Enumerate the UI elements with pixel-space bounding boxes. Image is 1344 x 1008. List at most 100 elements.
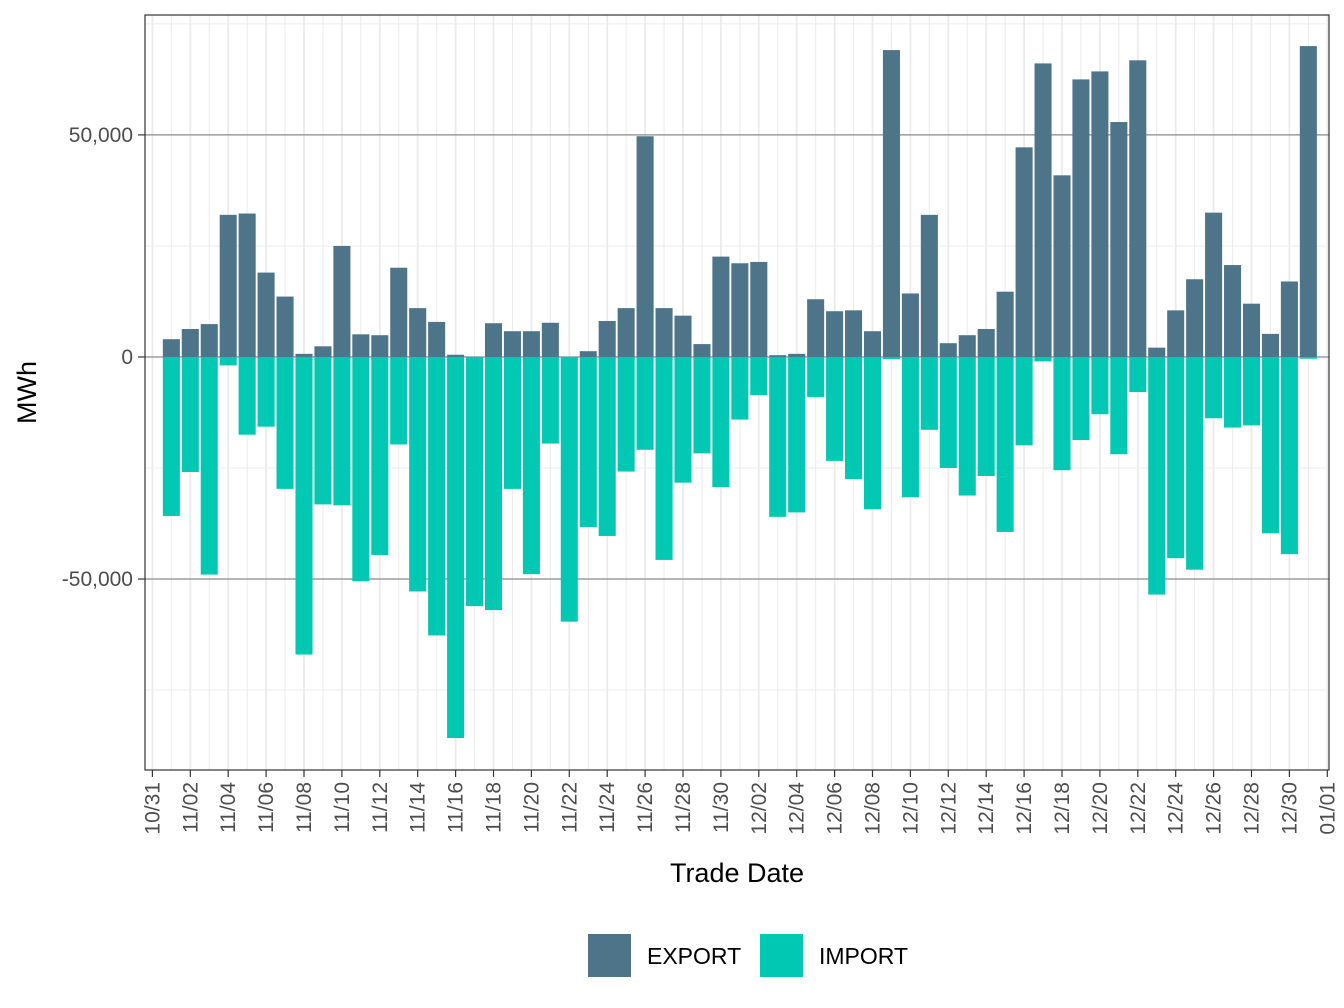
x-tick-label: 12/08 <box>862 782 885 835</box>
bar-export <box>712 256 730 357</box>
x-tick-label: 12/04 <box>786 782 809 835</box>
bar-export <box>541 322 559 357</box>
bar-export <box>314 346 332 357</box>
bar-import <box>522 356 540 575</box>
bar-export <box>1072 79 1090 357</box>
series-export <box>162 46 1317 358</box>
x-axis-title: Trade Date <box>670 858 804 888</box>
x-tick-label: 12/02 <box>748 782 771 835</box>
bar-import <box>1205 356 1223 419</box>
x-tick-label: 11/08 <box>293 782 316 833</box>
bar-export <box>295 353 313 357</box>
bar-export <box>1110 122 1128 357</box>
bar-import <box>484 356 503 611</box>
bar-import <box>200 356 218 575</box>
bar-import <box>162 356 180 516</box>
y-axis-title: MWh <box>12 361 42 424</box>
bar-import <box>428 356 446 636</box>
bar-export <box>769 355 787 357</box>
bar-import <box>371 356 389 556</box>
x-tick-label: 10/31 <box>141 782 164 835</box>
bar-export <box>807 299 825 357</box>
bar-export <box>1186 279 1204 357</box>
bar-export <box>162 339 180 357</box>
bar-import <box>655 356 673 560</box>
x-tick-label: 11/22 <box>558 782 581 833</box>
x-tick-label: 12/22 <box>1127 782 1150 835</box>
y-tick-label: -50,000 <box>62 568 133 591</box>
bar-import <box>996 356 1014 532</box>
x-tick-label: 11/26 <box>634 782 657 833</box>
bar-series <box>162 46 1317 739</box>
bar-export <box>428 321 446 357</box>
bar-import <box>712 356 730 488</box>
legend-swatch-import <box>760 934 803 977</box>
bar-export <box>1015 147 1033 357</box>
x-tick-label: 11/04 <box>217 782 240 833</box>
x-tick-label: 11/16 <box>445 782 468 833</box>
bar-export <box>977 328 995 357</box>
bar-import <box>901 356 919 498</box>
x-tick-label: 11/30 <box>710 782 733 833</box>
bar-import <box>333 356 351 506</box>
bar-export <box>788 353 806 357</box>
bar-export <box>617 308 635 357</box>
bar-import <box>845 356 863 480</box>
x-tick-label: 11/28 <box>672 782 695 833</box>
bar-export <box>1129 60 1147 357</box>
bar-import <box>731 356 749 420</box>
bar-export <box>371 335 389 357</box>
bar-import <box>1034 356 1052 362</box>
legend-label-import: IMPORT <box>819 943 908 969</box>
bar-import <box>447 356 465 739</box>
bar-export <box>598 320 616 357</box>
bar-export <box>447 354 465 357</box>
bar-import <box>750 356 768 396</box>
bar-export <box>276 296 294 357</box>
bar-export <box>1091 71 1109 357</box>
bar-export <box>1167 310 1185 357</box>
bar-import <box>807 356 825 397</box>
bar-export <box>731 263 749 357</box>
bar-import <box>882 356 900 360</box>
bar-export <box>1053 175 1071 357</box>
bar-export <box>503 331 521 357</box>
bar-import <box>409 356 427 592</box>
x-tick-label: 11/18 <box>483 782 506 833</box>
plot-panel-border <box>144 14 1330 771</box>
bar-export <box>636 136 654 357</box>
x-tick-label: 01/01 <box>1316 782 1339 835</box>
legend-swatch-export <box>588 934 631 977</box>
bar-export <box>655 308 673 357</box>
x-tick-label: 12/30 <box>1278 782 1301 835</box>
bar-import <box>1186 356 1204 570</box>
bar-import <box>636 356 654 450</box>
bar-import <box>314 356 332 505</box>
bar-import <box>579 356 597 528</box>
bar-export <box>901 293 919 357</box>
bar-import <box>541 356 559 444</box>
bar-import <box>1224 356 1242 428</box>
x-tick-label: 12/26 <box>1203 782 1226 835</box>
x-tick-label: 12/20 <box>1089 782 1112 835</box>
bar-import <box>560 356 578 622</box>
bar-import <box>674 356 692 483</box>
bar-import <box>257 356 275 427</box>
bar-import <box>788 356 806 513</box>
bar-import <box>503 356 521 489</box>
bar-import <box>598 356 616 536</box>
bar-import <box>276 356 294 489</box>
x-tick-label: 11/12 <box>369 782 392 833</box>
bar-import <box>1148 356 1166 595</box>
x-axis: 10/31 11/02 11/04 11/06 11/08 11/10 11/12 11/14… <box>141 770 1339 835</box>
bar-import <box>1129 356 1147 393</box>
x-tick-label: 11/02 <box>179 782 202 833</box>
bar-import <box>1015 356 1033 446</box>
x-tick-label: 12/24 <box>1165 782 1188 835</box>
bar-export <box>863 331 882 357</box>
bar-import <box>466 356 484 607</box>
x-tick-label: 12/14 <box>975 782 998 835</box>
bar-export <box>1034 63 1052 357</box>
x-tick-label: 12/10 <box>899 782 922 835</box>
bar-export <box>352 334 370 357</box>
